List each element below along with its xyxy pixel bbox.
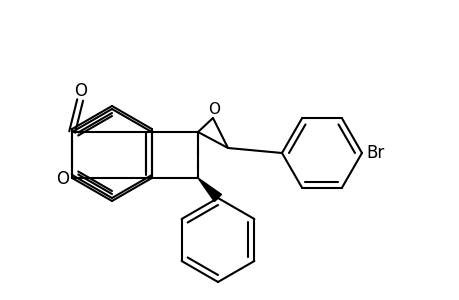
- Polygon shape: [197, 178, 221, 202]
- Text: O: O: [73, 82, 86, 100]
- Text: O: O: [56, 170, 68, 188]
- Text: Br: Br: [365, 144, 383, 162]
- Text: O: O: [207, 101, 219, 116]
